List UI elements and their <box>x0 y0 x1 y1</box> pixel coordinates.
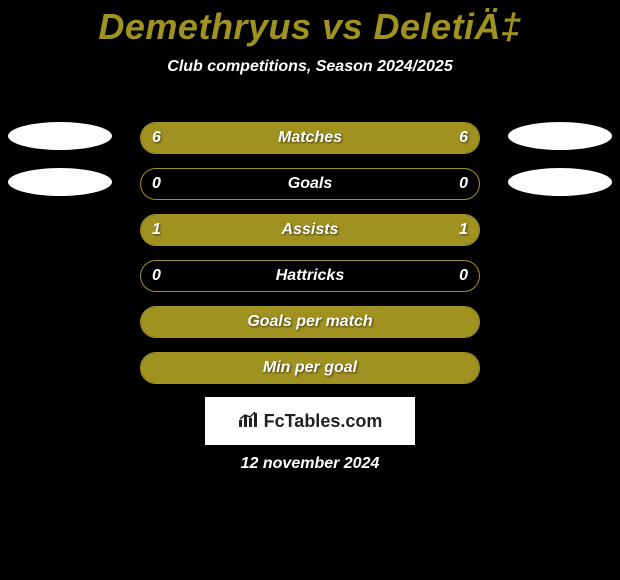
chart-icon <box>238 410 260 433</box>
stat-row: Assists1 1 <box>0 214 620 246</box>
stat-label: Hattricks <box>140 260 480 292</box>
stat-label: Matches <box>140 122 480 154</box>
comparison-infographic: Demethryus vs DeletiÄ‡ Club competitions… <box>0 0 620 580</box>
stat-value-right: 0 <box>459 168 468 200</box>
stat-label: Assists <box>140 214 480 246</box>
stat-label: Goals <box>140 168 480 200</box>
stat-value-right: 1 <box>459 214 468 246</box>
fctables-badge: FcTables.com <box>205 397 415 445</box>
stat-value-left: 1 <box>152 214 161 246</box>
stat-row: Matches6 6 <box>0 122 620 154</box>
page-subtitle: Club competitions, Season 2024/2025 <box>0 58 620 76</box>
stat-value-left: 6 <box>152 122 161 154</box>
stat-rows-container: Matches66Goals00Assists11Hattricks00Goal… <box>0 122 620 398</box>
date-line: 12 november 2024 <box>0 455 620 473</box>
player-right-ellipse <box>508 122 612 150</box>
stat-value-left: 0 <box>152 168 161 200</box>
player-left-ellipse <box>8 122 112 150</box>
player-left-ellipse <box>8 168 112 196</box>
stat-label: Min per goal <box>140 352 480 384</box>
stat-row: Goals0 0 <box>0 168 620 200</box>
player-right-ellipse <box>508 168 612 196</box>
page-title: Demethryus vs DeletiÄ‡ <box>0 0 620 48</box>
stat-row: Min per goal <box>0 352 620 384</box>
stat-label: Goals per match <box>140 306 480 338</box>
stat-value-right: 0 <box>459 260 468 292</box>
stat-row: Goals per match <box>0 306 620 338</box>
badge-text: FcTables.com <box>264 411 383 432</box>
stat-row: Hattricks0 0 <box>0 260 620 292</box>
stat-value-right: 6 <box>459 122 468 154</box>
stat-value-left: 0 <box>152 260 161 292</box>
